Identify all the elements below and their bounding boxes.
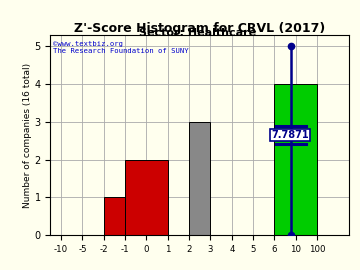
Text: ©www.textbiz.org
The Research Foundation of SUNY: ©www.textbiz.org The Research Foundation… — [53, 41, 189, 54]
Bar — [189, 122, 211, 235]
Bar — [104, 197, 125, 235]
Y-axis label: Number of companies (16 total): Number of companies (16 total) — [23, 62, 32, 208]
Title: Z'-Score Histogram for CRVL (2017): Z'-Score Histogram for CRVL (2017) — [74, 22, 325, 35]
Bar — [274, 84, 317, 235]
Text: 7.7871: 7.7871 — [271, 130, 309, 140]
Text: Sector: Healthcare: Sector: Healthcare — [139, 28, 257, 38]
Bar — [125, 160, 168, 235]
